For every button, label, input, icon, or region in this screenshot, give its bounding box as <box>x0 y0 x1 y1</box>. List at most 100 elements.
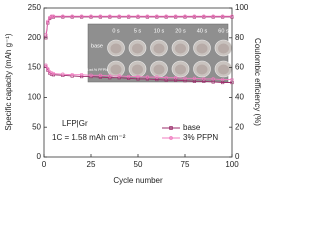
marker <box>145 14 150 18</box>
marker <box>79 14 84 18</box>
marker <box>164 14 168 18</box>
marker <box>61 14 65 18</box>
marker <box>136 14 140 18</box>
droplet-center <box>196 43 208 54</box>
marker <box>49 14 54 18</box>
inset-time-label: 5 s <box>134 28 142 34</box>
marker <box>61 72 65 76</box>
marker <box>192 14 197 18</box>
droplet-center <box>110 64 122 75</box>
y2-tick-label: 60 <box>235 63 244 72</box>
marker <box>79 73 84 77</box>
marker <box>46 67 50 71</box>
droplet-center <box>132 43 143 54</box>
marker <box>117 14 121 18</box>
x-tick-label: 50 <box>134 160 143 169</box>
legend-marker <box>169 126 173 130</box>
marker <box>127 76 131 80</box>
marker <box>164 78 168 82</box>
y2-tick-label: 20 <box>235 122 244 131</box>
marker <box>89 14 93 18</box>
marker <box>98 73 103 78</box>
marker <box>80 74 84 79</box>
droplet-center <box>153 64 165 75</box>
marker <box>211 14 215 18</box>
marker <box>46 19 50 24</box>
y-tick-label: 150 <box>28 63 42 72</box>
y-axis-label: Specific capacity (mAh g⁻¹) <box>4 33 13 130</box>
annotation: 1C = 1.58 mAh cm⁻² <box>52 133 126 142</box>
droplet-center <box>110 43 122 54</box>
inset-time-label: 10 s <box>154 28 165 34</box>
y-tick-label: 0 <box>37 152 42 161</box>
legend-label: base <box>183 123 201 132</box>
marker <box>117 74 121 78</box>
legend-marker <box>169 136 173 140</box>
inset: 0 s 5 s 10 s 20 s 40 s 60 s base 3 wt.% PFPN <box>86 23 233 83</box>
y-tick-label: 200 <box>28 33 42 42</box>
marker <box>108 76 112 80</box>
y2-tick-label: 80 <box>235 33 244 42</box>
x-tick-label: 0 <box>42 160 47 169</box>
chart: Specific capacity (mAh g⁻¹) Coulombic ef… <box>4 3 262 185</box>
marker <box>220 77 225 82</box>
inset-time-label: 20 s <box>175 28 186 34</box>
droplet-center <box>175 64 186 75</box>
droplet-center <box>196 64 208 75</box>
x-tick-label: 25 <box>87 160 96 169</box>
x-tick-label: 100 <box>225 160 239 169</box>
marker <box>202 77 206 81</box>
droplet-center <box>132 64 143 75</box>
y-tick-label: 100 <box>28 93 42 102</box>
marker <box>202 14 206 18</box>
marker <box>44 63 48 67</box>
droplet-center <box>153 43 165 54</box>
legend-label: 3% PFPN <box>183 133 218 142</box>
marker <box>155 14 159 18</box>
marker <box>49 71 54 75</box>
marker <box>183 79 187 83</box>
marker <box>98 14 103 18</box>
marker <box>70 14 74 18</box>
marker <box>126 74 131 79</box>
marker <box>89 73 93 78</box>
annotation: LFP|Gr <box>62 119 88 128</box>
inset-time-label: 0 s <box>112 28 120 34</box>
droplet-center <box>175 43 186 54</box>
marker <box>174 78 178 82</box>
marker <box>145 75 150 79</box>
marker <box>108 74 112 78</box>
marker <box>211 77 215 81</box>
marker <box>108 14 112 18</box>
marker <box>44 33 48 37</box>
inset-time-label: 60 s <box>218 28 229 34</box>
marker <box>51 71 56 76</box>
x-tick-label: 75 <box>181 160 190 169</box>
droplet-center <box>218 43 229 54</box>
marker <box>183 76 187 81</box>
marker <box>155 77 159 82</box>
inset-time-label: 40 s <box>197 28 208 34</box>
droplet-center <box>218 64 229 75</box>
marker <box>230 77 234 82</box>
marker <box>230 14 234 18</box>
x-axis-label: Cycle number <box>113 176 163 185</box>
y2-tick-label: 40 <box>235 93 244 102</box>
marker <box>173 76 178 80</box>
marker <box>183 14 187 18</box>
inset-row-label: 3 wt.% PFPN <box>86 68 108 72</box>
y2-tick-label: 100 <box>235 3 249 12</box>
marker <box>155 75 159 79</box>
y-tick-label: 50 <box>32 122 41 131</box>
marker <box>98 75 102 79</box>
marker <box>51 14 56 18</box>
marker <box>136 74 140 79</box>
marker <box>192 76 197 81</box>
marker <box>44 64 48 69</box>
marker <box>117 76 121 80</box>
marker <box>173 14 178 18</box>
marker <box>145 77 150 81</box>
marker <box>220 14 225 18</box>
marker <box>70 73 74 77</box>
marker <box>202 79 206 83</box>
